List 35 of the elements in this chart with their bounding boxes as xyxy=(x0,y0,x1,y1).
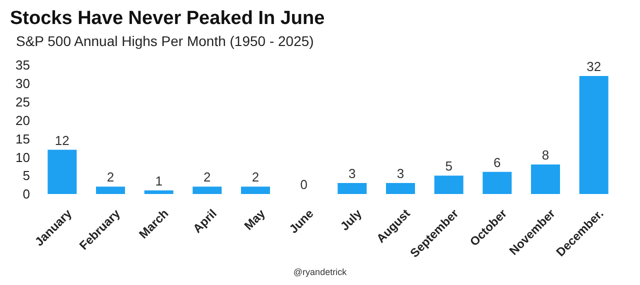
x-tick-label: May xyxy=(241,206,268,233)
data-label: 2 xyxy=(106,170,114,185)
data-label: 32 xyxy=(586,59,602,74)
y-tick-label: 35 xyxy=(16,58,30,73)
bar xyxy=(144,190,174,194)
data-label: 1 xyxy=(155,173,162,188)
bar xyxy=(241,186,270,194)
bar xyxy=(386,182,415,194)
bar xyxy=(482,172,512,194)
data-label: 2 xyxy=(204,170,211,185)
y-tick-label: 15 xyxy=(16,131,30,146)
bar xyxy=(338,182,367,194)
chart-subtitle: S&P 500 Annual Highs Per Month (1950 - 2025) xyxy=(15,33,315,49)
bar xyxy=(579,76,608,194)
data-label: 12 xyxy=(54,132,70,148)
data-label: 0 xyxy=(300,177,308,192)
bar xyxy=(48,150,77,194)
y-tick-label: 25 xyxy=(16,94,30,110)
y-tick-label: 0 xyxy=(22,186,30,202)
y-tick-label: 30 xyxy=(16,76,30,92)
y-tick-label: 10 xyxy=(16,150,30,165)
data-label: 8 xyxy=(542,148,550,163)
y-tick-label: 5 xyxy=(22,168,30,184)
y-tick-label: 20 xyxy=(16,112,30,128)
data-label: 3 xyxy=(396,166,404,181)
data-label: 6 xyxy=(494,154,501,170)
bar xyxy=(434,176,464,194)
data-label: 5 xyxy=(445,158,452,174)
bar xyxy=(531,164,560,194)
bar xyxy=(96,186,125,194)
bar xyxy=(192,186,222,194)
text: @ryandetrick xyxy=(292,267,348,277)
data-label: 2 xyxy=(252,170,260,185)
chart-title: Stocks Have Never Peaked In June xyxy=(9,8,326,30)
data-label: 3 xyxy=(348,166,356,181)
